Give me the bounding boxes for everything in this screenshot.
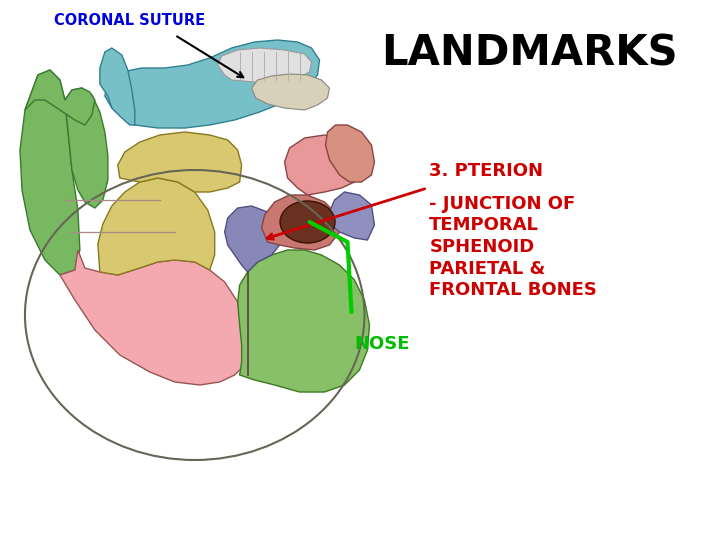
Polygon shape	[261, 195, 340, 250]
Polygon shape	[325, 125, 374, 182]
Text: 3. PTERION: 3. PTERION	[429, 162, 544, 180]
Text: - JUNCTION OF
TEMPORAL
SPHENOID
PARIETAL &
FRONTAL BONES: - JUNCTION OF TEMPORAL SPHENOID PARIETAL…	[429, 195, 598, 299]
Polygon shape	[217, 48, 312, 82]
Polygon shape	[284, 135, 361, 195]
Text: LANDMARKS: LANDMARKS	[381, 32, 678, 74]
Polygon shape	[105, 40, 320, 128]
Polygon shape	[118, 132, 242, 192]
Polygon shape	[98, 178, 215, 275]
Polygon shape	[251, 74, 330, 110]
Polygon shape	[25, 70, 95, 125]
Text: CORONAL SUTURE: CORONAL SUTURE	[54, 13, 205, 28]
Polygon shape	[60, 250, 250, 385]
Polygon shape	[65, 88, 108, 208]
Polygon shape	[225, 206, 279, 272]
Polygon shape	[238, 250, 369, 392]
Text: NOSE: NOSE	[354, 335, 410, 353]
Polygon shape	[20, 70, 80, 275]
Polygon shape	[330, 192, 374, 240]
Ellipse shape	[280, 201, 335, 243]
Polygon shape	[100, 48, 135, 125]
